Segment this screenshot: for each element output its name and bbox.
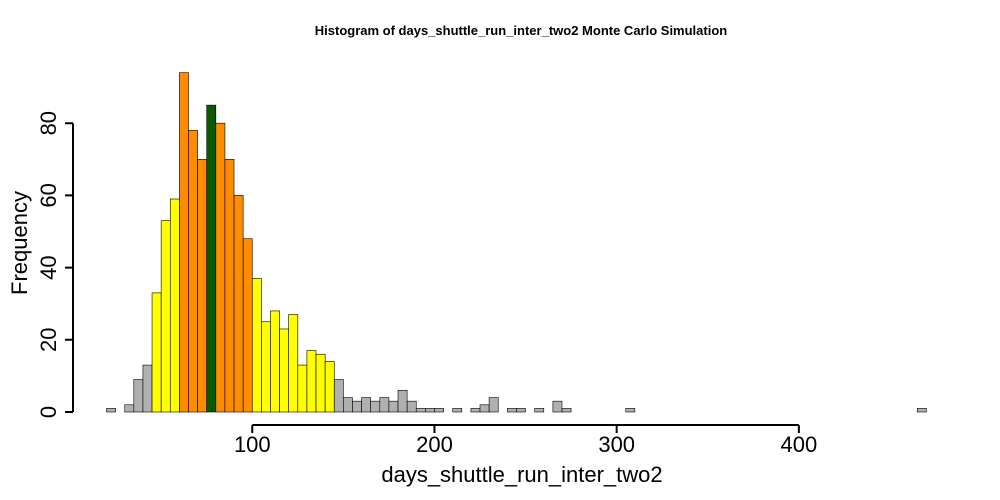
histogram-bar bbox=[315, 353, 326, 413]
chart-title: Histogram of days_shuttle_run_inter_two2… bbox=[315, 23, 728, 38]
histogram-bar bbox=[397, 390, 408, 413]
y-tick-label: 80 bbox=[36, 111, 61, 135]
histogram-bar bbox=[507, 408, 517, 413]
histogram-bar bbox=[388, 400, 399, 413]
y-tick-label: 60 bbox=[36, 183, 61, 207]
histogram-bar bbox=[297, 364, 308, 413]
histogram-bar bbox=[470, 408, 481, 413]
x-tick-label: 200 bbox=[416, 432, 453, 457]
histogram-bar bbox=[288, 314, 299, 413]
histogram-bar bbox=[379, 397, 390, 413]
histogram-bar bbox=[242, 238, 253, 413]
y-axis: 0 20 40 60 80 bbox=[36, 111, 74, 418]
histogram-bar bbox=[916, 408, 927, 413]
histogram-bar bbox=[106, 408, 116, 413]
histogram-bar bbox=[434, 408, 444, 413]
histogram-bar bbox=[561, 408, 572, 413]
histogram-bar bbox=[133, 379, 144, 413]
histogram-bar bbox=[151, 292, 162, 413]
x-tick-label: 100 bbox=[234, 432, 271, 457]
histogram-bar bbox=[197, 159, 208, 413]
histogram-bar bbox=[415, 408, 426, 413]
histogram-bar bbox=[479, 404, 490, 413]
histogram-bar bbox=[270, 310, 280, 413]
histogram-bar bbox=[488, 397, 499, 413]
histogram-bar bbox=[306, 350, 317, 413]
histogram-bar bbox=[333, 379, 344, 413]
x-axis: 100 200 300 400 bbox=[234, 424, 818, 457]
histogram-bar bbox=[206, 104, 217, 413]
histogram-bar bbox=[160, 220, 171, 413]
y-tick-label: 20 bbox=[36, 328, 61, 352]
histogram-bar bbox=[124, 404, 135, 413]
histogram-bar bbox=[370, 400, 381, 413]
histogram-bar bbox=[552, 400, 563, 413]
bars-group bbox=[106, 72, 927, 413]
histogram-bar bbox=[425, 408, 435, 413]
histogram-bar bbox=[233, 195, 244, 413]
histogram-bar bbox=[343, 397, 353, 413]
histogram-bar bbox=[324, 361, 335, 413]
histogram-bar bbox=[516, 408, 526, 413]
y-tick-label: 0 bbox=[36, 406, 61, 418]
histogram-bar bbox=[452, 408, 463, 413]
histogram-bar bbox=[251, 278, 262, 413]
x-tick-label: 300 bbox=[598, 432, 635, 457]
histogram-bar bbox=[279, 328, 289, 413]
x-axis-label: days_shuttle_run_inter_two2 bbox=[381, 462, 662, 487]
histogram-bar bbox=[169, 198, 180, 413]
histogram-bar bbox=[625, 408, 636, 413]
histogram-bar bbox=[142, 364, 153, 413]
histogram-bar bbox=[352, 400, 362, 413]
histogram-bar bbox=[534, 408, 545, 413]
y-axis-label: Frequency bbox=[7, 191, 32, 295]
y-tick-label: 40 bbox=[36, 255, 61, 279]
histogram-bar bbox=[188, 130, 198, 413]
y-axis-line bbox=[65, 122, 74, 413]
histogram-bar bbox=[361, 397, 371, 413]
histogram-bar bbox=[406, 400, 417, 413]
x-tick-label: 400 bbox=[781, 432, 818, 457]
histogram-bar bbox=[261, 321, 271, 413]
histogram-bar bbox=[215, 122, 226, 413]
histogram-bar bbox=[224, 159, 235, 413]
x-axis-line bbox=[251, 424, 800, 433]
histogram-bar bbox=[179, 72, 189, 413]
